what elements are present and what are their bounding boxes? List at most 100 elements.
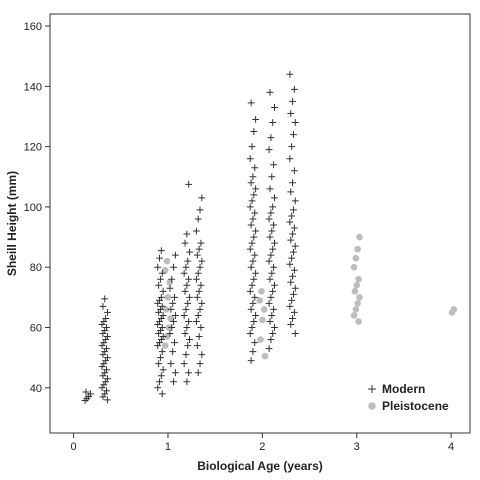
modern-point [183, 281, 191, 289]
modern-point [249, 348, 257, 356]
modern-point [158, 324, 166, 331]
modern-point [196, 306, 204, 313]
modern-point [271, 239, 278, 247]
modern-point [181, 287, 189, 295]
modern-point [250, 128, 258, 135]
modern-point [287, 236, 295, 244]
modern-point [251, 251, 259, 259]
modern-point [155, 330, 163, 337]
modern-point [99, 351, 107, 359]
modern-point [99, 393, 107, 401]
pleistocene-point [163, 333, 171, 340]
pleistocene-point [350, 263, 358, 271]
legend-plus-marker [368, 385, 376, 393]
modern-point [266, 275, 274, 283]
modern-point [186, 336, 193, 343]
modern-point [289, 315, 296, 322]
modern-point [82, 388, 90, 396]
modern-point [196, 206, 204, 214]
y-axis-label: Sheill Height (mm) [5, 171, 19, 276]
modern-point [99, 302, 107, 310]
modern-point [266, 88, 274, 96]
modern-point [247, 179, 255, 187]
modern-point [98, 342, 106, 349]
modern-point [180, 269, 188, 277]
modern-point [98, 384, 106, 392]
pleistocene-point [350, 312, 358, 319]
modern-point [104, 375, 111, 383]
modern-point [159, 333, 167, 340]
modern-point [270, 306, 277, 313]
modern-point [249, 257, 257, 265]
modern-point [289, 98, 296, 105]
modern-point [265, 345, 273, 352]
modern-point [267, 336, 275, 343]
modern-point [185, 369, 193, 377]
modern-point [154, 263, 162, 271]
pleistocene-point [259, 316, 266, 324]
y-tick-label: 40 [30, 383, 42, 395]
modern-point [158, 390, 166, 398]
modern-point [100, 339, 108, 346]
modern-point [100, 318, 108, 325]
modern-point [288, 254, 296, 262]
modern-point [193, 293, 201, 301]
modern-point [180, 360, 188, 368]
y-tick-label: 140 [24, 81, 42, 93]
modern-point [155, 360, 163, 368]
modern-point [184, 257, 192, 265]
modern-point [193, 227, 200, 235]
modern-point [252, 269, 260, 277]
legend-circle-marker [368, 402, 376, 410]
pleistocene-point [257, 336, 264, 343]
modern-point [166, 330, 174, 337]
modern-point [185, 318, 193, 325]
pleistocene-point [356, 233, 363, 241]
modern-point [250, 318, 258, 325]
modern-point [155, 309, 163, 316]
modern-point [169, 299, 177, 307]
modern-point [186, 248, 193, 256]
modern-point [171, 312, 179, 319]
modern-point [167, 360, 175, 368]
modern-point [268, 227, 276, 235]
modern-point [288, 212, 296, 220]
modern-point [246, 245, 254, 253]
modern-point [197, 239, 205, 247]
modern-point [182, 263, 190, 271]
modern-point [157, 336, 165, 343]
modern-point [250, 191, 258, 199]
modern-point [103, 366, 110, 374]
modern-point [247, 263, 255, 271]
modern-point [193, 318, 200, 325]
legend: Modern Pleistocene [368, 382, 449, 413]
modern-point [197, 324, 205, 331]
modern-point [246, 155, 254, 163]
modern-point [87, 390, 94, 398]
modern-point [101, 348, 109, 356]
modern-point [291, 119, 299, 126]
modern-point [289, 179, 296, 187]
modern-point [183, 230, 191, 238]
modern-point [291, 197, 299, 205]
legend-modern-label: Modern [382, 382, 425, 396]
modern-point [248, 324, 256, 331]
modern-point [157, 354, 164, 362]
modern-point [269, 203, 277, 211]
modern-point [289, 272, 296, 280]
modern-point [157, 327, 164, 334]
modern-point [248, 143, 256, 151]
modern-point [269, 287, 277, 295]
modern-point [288, 296, 296, 304]
pleistocene-point [260, 306, 268, 313]
modern-point [246, 203, 254, 211]
modern-point [183, 378, 191, 386]
modern-point [198, 194, 206, 202]
modern-point [290, 266, 298, 274]
modern-point [170, 263, 177, 271]
modern-point [185, 180, 193, 188]
modern-point [156, 339, 163, 346]
y-tick-label: 120 [24, 142, 42, 154]
modern-point [104, 354, 111, 362]
